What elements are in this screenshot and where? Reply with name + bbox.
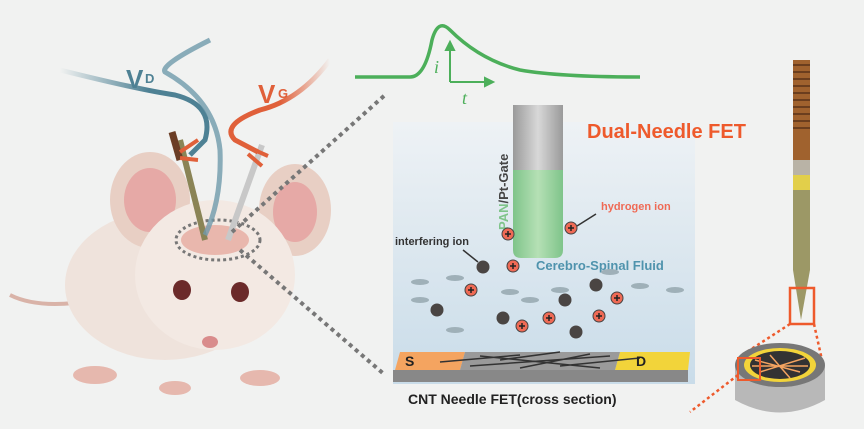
vd-label: V: [126, 64, 144, 94]
interfering-ion: [569, 325, 583, 339]
gate-clip-icon: [246, 146, 269, 168]
caption: CNT Needle FET(cross section): [408, 391, 617, 407]
interfering-ion: [496, 311, 510, 325]
i-t-axes: [444, 39, 496, 88]
water-molecule: [411, 279, 429, 285]
implant-site: [181, 225, 249, 255]
diagram-title: Dual-Needle FET: [587, 121, 746, 143]
arrow-interfering: [462, 249, 479, 263]
plus-icon: [568, 225, 574, 231]
water-molecule: [521, 297, 539, 303]
water-molecule: [411, 297, 429, 303]
pt-gate-electrode: [513, 105, 563, 258]
ions: [411, 221, 684, 339]
vd-subscript: D: [145, 71, 154, 86]
drain-wire: [59, 67, 210, 157]
zoom-line-top: [230, 93, 387, 234]
drain-clip-icon: [178, 138, 200, 162]
interfering-ion: [589, 278, 603, 292]
dual-needle-illustration: [689, 60, 825, 413]
water-molecule: [551, 287, 569, 293]
plus-icon: [546, 315, 552, 321]
water-molecule: [601, 269, 619, 275]
source-label: S: [405, 353, 414, 369]
plus-icon: [468, 287, 474, 293]
vg-subscript: G: [278, 86, 288, 101]
water-molecule: [666, 287, 684, 293]
gate-wire: [228, 58, 332, 155]
water-molecule: [446, 327, 464, 333]
plus-icon: [614, 295, 620, 301]
interfering-ion: [476, 260, 490, 274]
source-pad: [395, 352, 465, 370]
drain-label: D: [636, 353, 646, 369]
csf-label: Cerebro-Spinal Fluid: [536, 258, 664, 273]
hydrogen-ion-label: hydrogen ion: [601, 201, 671, 213]
vg-label: V: [258, 79, 276, 109]
water-molecule: [446, 275, 464, 281]
mouse-illustration: [9, 152, 331, 395]
time-axis-label: t: [462, 88, 468, 108]
drain-pad: [615, 352, 690, 370]
drain-wire-2: [162, 37, 223, 237]
current-axis-label: i: [434, 57, 439, 77]
interfering-ion: [430, 303, 444, 317]
interfering-ion: [558, 293, 572, 307]
arrow-hydrogen: [576, 213, 597, 227]
svg-text:PAN/Pt-Gate: PAN/Pt-Gate: [496, 154, 511, 230]
cnt-fet-cross-section: [393, 351, 690, 382]
water-molecule: [501, 289, 519, 295]
plus-icon: [596, 313, 602, 319]
plus-icon: [505, 231, 511, 237]
plus-icon: [510, 263, 516, 269]
current-signal-curve: [355, 24, 641, 79]
gate-label: PAN/Pt-Gate: [496, 154, 511, 230]
plus-icon: [519, 323, 525, 329]
interfering-ion-label: interfering ion: [395, 236, 469, 248]
water-molecule: [631, 283, 649, 289]
